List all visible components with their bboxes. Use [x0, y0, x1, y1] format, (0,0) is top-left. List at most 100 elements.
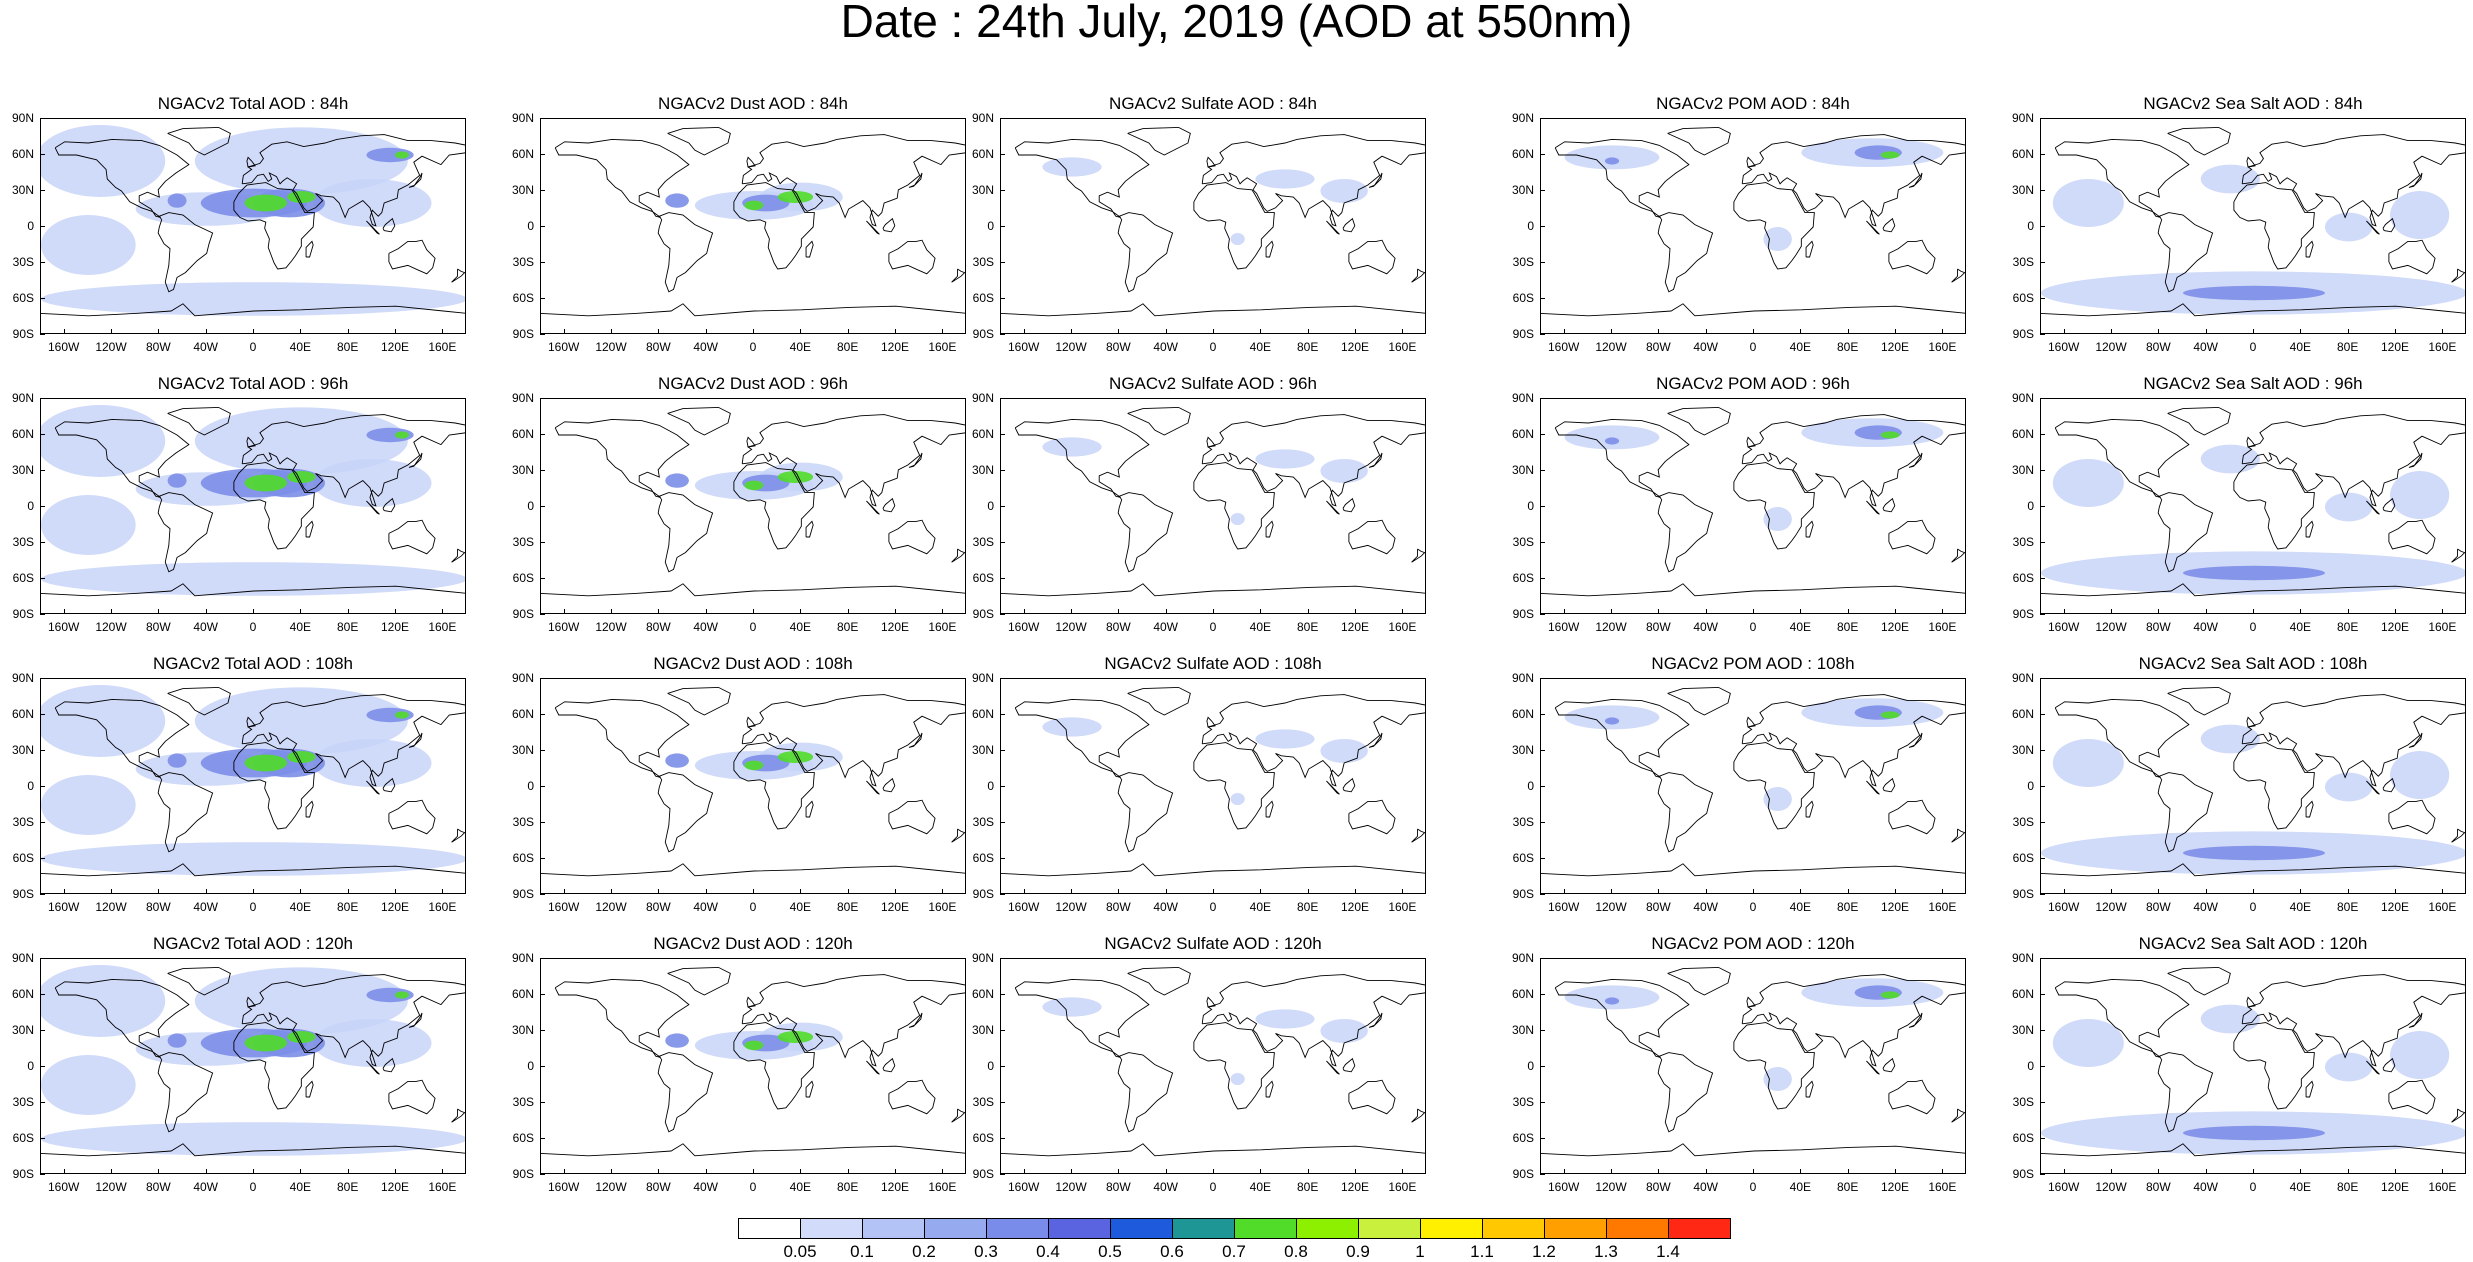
aod-map	[1001, 126, 1425, 317]
lon-tickmark	[753, 609, 754, 614]
lat-tick-label: 30S	[972, 535, 994, 549]
lon-tick-label: 0	[1749, 900, 1757, 914]
lon-tickmark	[1563, 889, 1565, 894]
lat-tickmark	[1000, 154, 1005, 155]
colorbar-swatch	[986, 1218, 1049, 1239]
coastline	[1951, 1108, 1965, 1123]
map-frame	[40, 678, 466, 894]
coastline	[167, 126, 231, 156]
lon-tick-label: 160W	[1007, 340, 1040, 354]
map-frame	[1000, 958, 1426, 1174]
lat-tickmark	[1540, 786, 1545, 787]
coastline	[1951, 828, 1965, 843]
coastline	[1348, 799, 1396, 835]
map-frame	[2040, 678, 2466, 894]
lon-tick-label: 80E	[2336, 340, 2359, 354]
lon-tickmark	[753, 889, 754, 894]
lat-tick-label: 60N	[971, 987, 994, 1001]
lon-tick-label: 120W	[595, 620, 627, 634]
lon-tickmark	[253, 329, 254, 334]
antarctica-coastline	[1001, 303, 1425, 317]
lon-tickmark	[1800, 609, 1802, 614]
lon-tick-label: 160E	[928, 340, 957, 354]
lat-tickmark	[40, 614, 45, 615]
lon-tickmark	[1563, 609, 1565, 614]
aerosol-plume	[665, 473, 689, 488]
lon-tickmark	[1260, 329, 1262, 334]
antarctica-coastline	[41, 1143, 465, 1157]
lon-tick-label: 160W	[1547, 1180, 1580, 1194]
lon-tick-label: 0	[2249, 1180, 2257, 1194]
lon-tickmark	[2395, 609, 2396, 614]
lon-tickmark	[1658, 609, 1660, 614]
lon-tick-label: 40E	[789, 340, 811, 354]
aerosol-plume	[2183, 1125, 2325, 1141]
coastline	[1667, 406, 1731, 436]
lat-tick-label: 30S	[12, 535, 34, 549]
colorbar-label: 0.2	[912, 1242, 936, 1261]
lon-tick-label: 40W	[193, 900, 218, 914]
coastline	[1206, 716, 1216, 728]
antarctica-coastline	[541, 583, 965, 597]
aod-map	[541, 126, 965, 317]
lon-tickmark	[1658, 329, 1660, 334]
coastline	[1265, 520, 1274, 538]
lon-tickmark	[1402, 889, 1404, 894]
lon-tickmark	[1165, 1169, 1167, 1174]
antarctica-coastline	[2041, 1143, 2465, 1157]
lon-tick-label: 80W	[1645, 900, 1671, 914]
coastline	[2382, 217, 2396, 233]
lon-tickmark	[2347, 889, 2349, 894]
coastline	[366, 780, 380, 795]
lon-tickmark	[2395, 329, 2396, 334]
coastline	[2388, 519, 2436, 555]
coastline	[746, 156, 756, 168]
coastline	[54, 698, 190, 778]
lat-tickmark	[1000, 118, 1005, 119]
aerosol-plume	[287, 471, 316, 483]
lon-tickmark	[2063, 329, 2065, 334]
aod-map	[2041, 126, 2465, 317]
coastline	[882, 777, 896, 793]
aerosol-plume	[1604, 997, 1620, 1005]
lat-tick-label: 90N	[2011, 391, 2034, 405]
lon-tickmark	[1071, 1169, 1072, 1174]
lon-tick-label: 0	[1749, 1180, 1757, 1194]
lon-tickmark	[2347, 1169, 2349, 1174]
lat-tick-label: 90S	[972, 327, 994, 341]
lon-tickmark	[111, 329, 112, 334]
aerosol-plume	[2052, 179, 2124, 227]
lon-tick-label: 0	[1209, 900, 1217, 914]
lat-tick-label: 90S	[972, 887, 994, 901]
coastline	[2054, 138, 2190, 218]
aod-map	[2041, 966, 2465, 1157]
lon-tickmark	[1847, 1169, 1849, 1174]
aerosol-plume	[1042, 437, 1102, 457]
lon-tick-label: 160E	[428, 620, 457, 634]
lon-tickmark	[847, 889, 849, 894]
lat-tickmark	[40, 298, 45, 299]
lon-tickmark	[1355, 609, 1356, 614]
lon-tick-label: 160W	[1547, 340, 1580, 354]
lon-tick-label: 80E	[1296, 1180, 1319, 1194]
lon-tickmark	[395, 609, 396, 614]
coastline	[1201, 134, 1425, 227]
lat-tick-label: 30N	[2011, 1023, 2034, 1037]
lon-tick-label: 80W	[1105, 900, 1131, 914]
aerosol-plume	[41, 775, 136, 835]
coastline	[667, 126, 731, 156]
antarctica-coastline	[41, 303, 465, 317]
colorbar-label: 1.1	[1470, 1242, 1494, 1261]
lat-tick-label: 60S	[2012, 1131, 2034, 1145]
coastline	[1206, 156, 1216, 168]
coastline	[1888, 799, 1936, 835]
coastline	[1888, 1079, 1936, 1115]
coastline	[1368, 452, 1383, 468]
aerosol-plume	[2325, 492, 2373, 522]
lat-tick-label: 30S	[1512, 815, 1534, 829]
coastline	[2246, 996, 2256, 1008]
lon-tickmark	[563, 1169, 565, 1174]
colorbar-swatch	[1358, 1218, 1421, 1239]
antarctica-coastline	[541, 303, 965, 317]
coastline	[882, 217, 896, 233]
